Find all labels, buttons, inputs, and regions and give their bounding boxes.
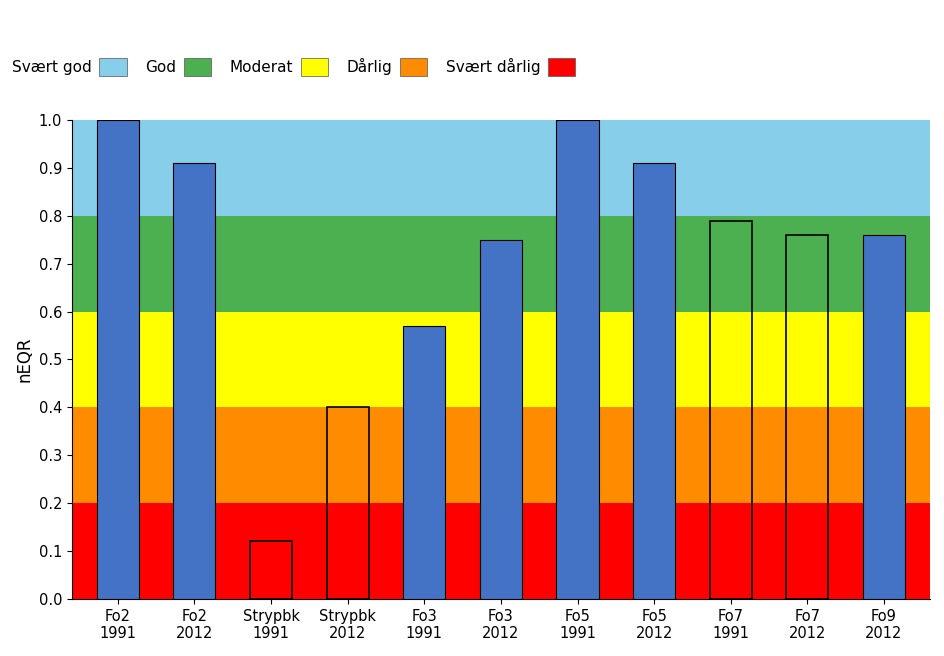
Bar — [72, 120, 929, 216]
Bar — [862, 235, 904, 599]
Bar — [249, 541, 292, 599]
Bar — [72, 312, 929, 407]
Bar — [173, 163, 215, 599]
Bar — [72, 407, 929, 503]
Bar — [709, 220, 751, 599]
Bar — [327, 407, 368, 599]
Bar — [96, 120, 139, 599]
Bar — [480, 239, 521, 599]
Bar — [72, 216, 929, 312]
Y-axis label: nEQR: nEQR — [15, 337, 33, 382]
Bar — [556, 120, 598, 599]
Bar — [403, 326, 445, 599]
Legend: Svært god, God, Moderat, Dårlig, Svært dårlig: Svært god, God, Moderat, Dårlig, Svært d… — [11, 58, 575, 75]
Bar — [785, 235, 828, 599]
Bar — [72, 503, 929, 599]
Bar — [632, 163, 675, 599]
